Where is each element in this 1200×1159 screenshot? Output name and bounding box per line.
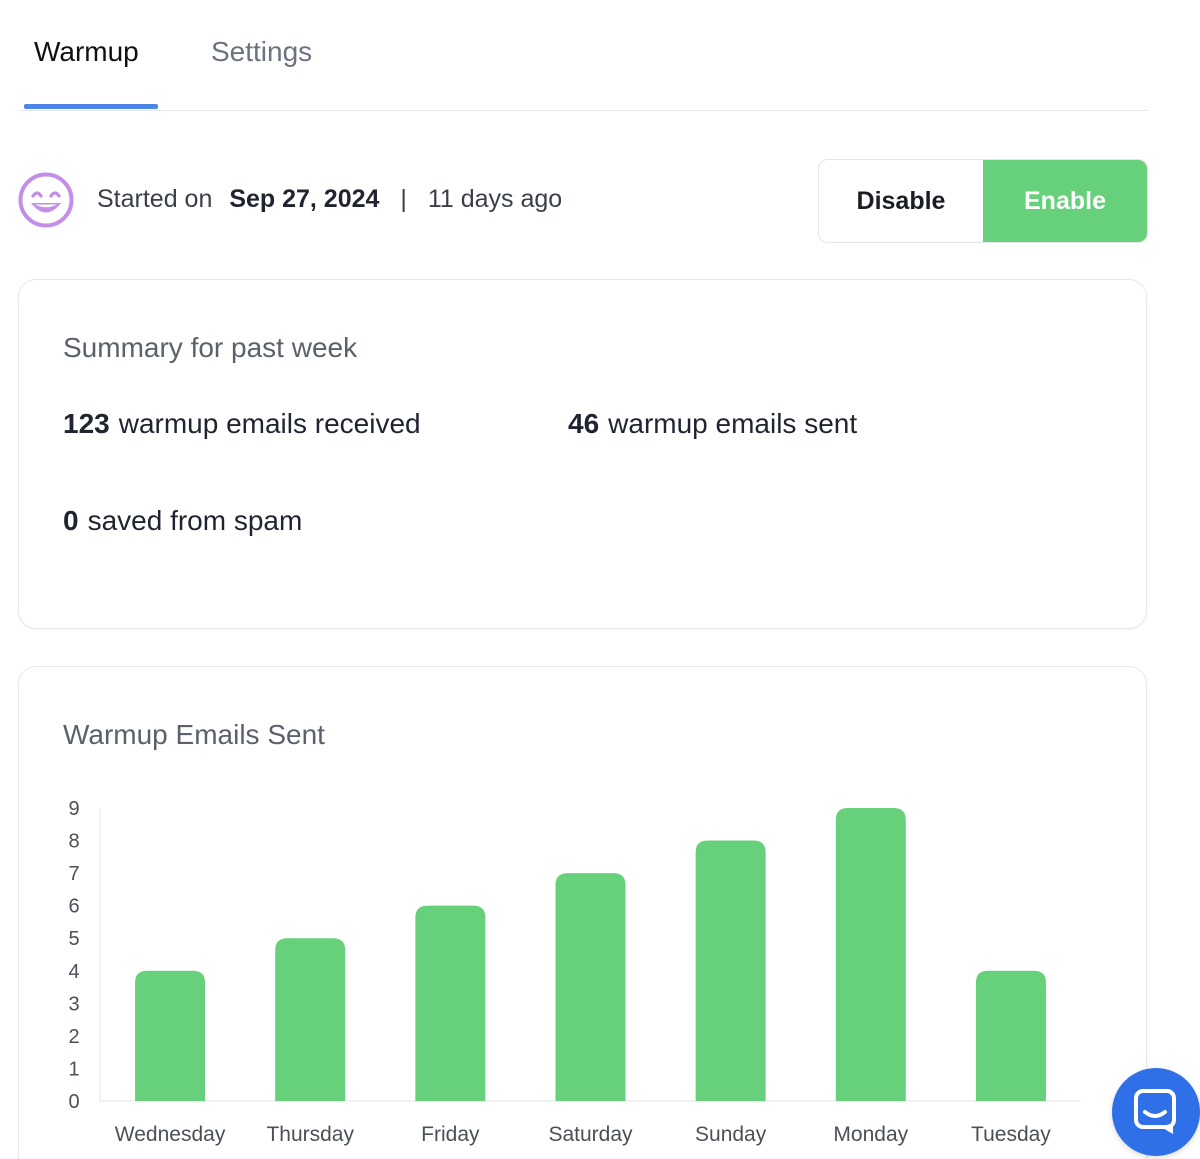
warmup-toggle: Disable Enable	[818, 159, 1148, 243]
enable-button[interactable]: Enable	[983, 160, 1147, 242]
bar-sunday	[695, 840, 766, 1101]
chart-card: Warmup Emails Sent 0 1 2 3 4 5 6 7 8 9 Wednesday Th…	[18, 666, 1147, 1159]
smiley-icon	[18, 172, 74, 228]
x-tick-label: Monday	[833, 1123, 908, 1146]
received-label: warmup emails received	[118, 408, 421, 439]
sent-label: warmup emails sent	[608, 408, 858, 439]
x-tick-label: Saturday	[548, 1123, 633, 1146]
y-tick-label: 0	[68, 1091, 79, 1113]
separator: |	[400, 185, 407, 213]
y-tick-label: 6	[68, 896, 79, 918]
start-date: Sep 27, 2024	[229, 185, 380, 213]
chart-title: Warmup Emails Sent	[63, 719, 325, 750]
y-tick-label: 8	[68, 831, 79, 853]
y-tick-label: 2	[68, 1026, 79, 1048]
received-stat: 123 warmup emails received	[63, 406, 421, 442]
received-count: 123	[63, 408, 110, 439]
summary-card: Summary for past week 123 warmup emails r…	[18, 279, 1147, 629]
y-tick-label: 9	[68, 798, 79, 820]
chat-button[interactable]	[1112, 1068, 1200, 1156]
y-tick-label: 1	[68, 1058, 79, 1080]
x-tick-label: Sunday	[695, 1123, 767, 1146]
x-tick-label: Thursday	[266, 1123, 354, 1146]
y-tick-label: 3	[68, 993, 79, 1015]
chat-icon	[1134, 1089, 1176, 1134]
tab-bar: Warmup Settings	[18, 0, 1148, 111]
y-tick-label: 7	[68, 863, 79, 885]
sent-count: 46	[568, 408, 600, 439]
bar-tuesday	[975, 970, 1046, 1101]
y-tick-label: 5	[68, 928, 79, 950]
summary-title: Summary for past week	[63, 332, 358, 363]
bar-saturday	[555, 873, 626, 1101]
sent-stat: 46 warmup emails sent	[568, 406, 857, 442]
active-tab-indicator	[24, 104, 158, 109]
spam-stat: 0 saved from spam	[63, 503, 302, 539]
tab-settings[interactable]: Settings	[211, 36, 313, 67]
spam-count: 0	[63, 505, 79, 536]
bar-wednesday	[135, 970, 206, 1101]
warmup-bar-chart: 0 1 2 3 4 5 6 7 8 9 Wednesday Thursday Friday Saturda…	[68, 798, 1081, 1146]
x-tick-label: Friday	[421, 1123, 480, 1146]
bar-thursday	[275, 938, 346, 1101]
started-label: Started on	[97, 185, 213, 213]
warmup-status-row: Started on Sep 27, 2024 | 11 days ago Di…	[18, 159, 1148, 243]
tab-warmup[interactable]: Warmup	[34, 36, 139, 67]
disable-button[interactable]: Disable	[819, 160, 983, 242]
x-tick-label: Tuesday	[971, 1123, 1051, 1146]
warmup-start-info: Started on Sep 27, 2024 | 11 days ago	[97, 182, 562, 216]
x-tick-label: Wednesday	[115, 1123, 226, 1146]
bar-monday	[835, 808, 906, 1101]
elapsed-time: 11 days ago	[427, 185, 563, 213]
y-tick-label: 4	[68, 961, 79, 983]
bar-friday	[415, 905, 486, 1101]
spam-label: saved from spam	[87, 505, 303, 536]
